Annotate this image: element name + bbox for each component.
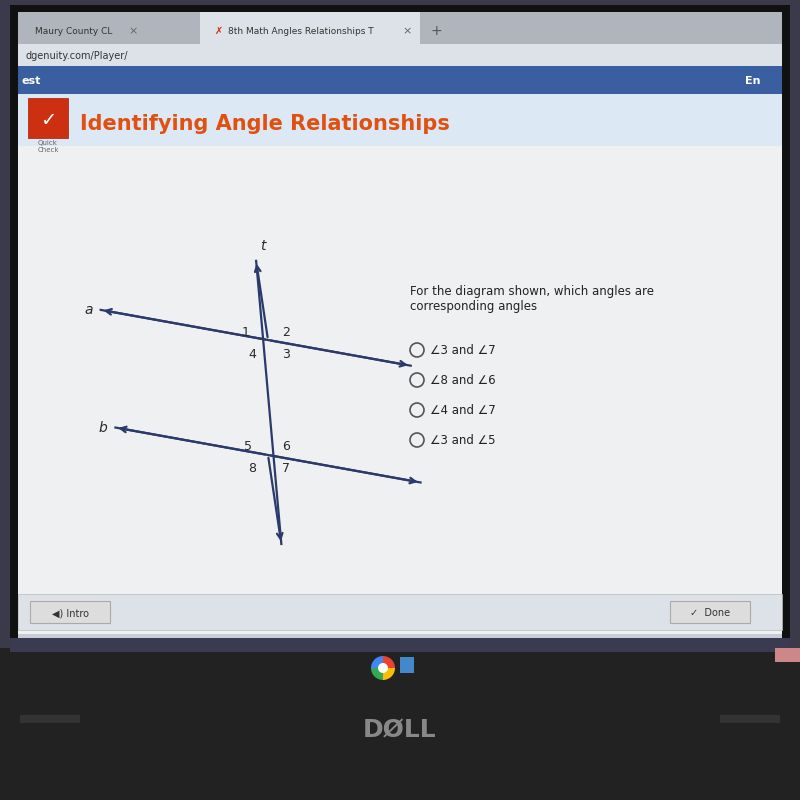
Bar	[18, 94, 782, 146]
Bar	[28, 98, 68, 138]
Bar	[30, 601, 110, 623]
Bar	[0, 648, 800, 800]
Text: 4: 4	[248, 347, 256, 361]
Text: DØLL: DØLL	[363, 718, 437, 742]
Bar	[670, 601, 750, 623]
Text: ∠8 and ∠6: ∠8 and ∠6	[430, 374, 496, 386]
Text: +: +	[430, 24, 442, 38]
Text: ◀) Intro: ◀) Intro	[51, 608, 89, 618]
Bar	[18, 594, 782, 630]
Bar	[18, 18, 188, 44]
Text: 5: 5	[244, 441, 252, 454]
Text: 8: 8	[248, 462, 256, 475]
Text: En: En	[745, 76, 760, 86]
Bar	[20, 715, 80, 723]
Text: Identifying Angle Relationships: Identifying Angle Relationships	[80, 114, 450, 134]
Bar	[200, 12, 420, 44]
Bar	[18, 44, 782, 66]
Wedge shape	[371, 668, 383, 680]
Text: For the diagram shown, which angles are
corresponding angles: For the diagram shown, which angles are …	[410, 285, 654, 313]
Bar	[18, 12, 782, 44]
Text: 6: 6	[282, 441, 290, 454]
Text: a: a	[84, 303, 93, 317]
Bar	[720, 715, 780, 723]
Text: ∠3 and ∠7: ∠3 and ∠7	[430, 343, 496, 357]
Text: Maury County CL: Maury County CL	[35, 26, 112, 35]
Text: ✓: ✓	[40, 110, 56, 130]
Text: ∠3 and ∠5: ∠3 and ∠5	[430, 434, 495, 446]
Text: ∠4 and ∠7: ∠4 and ∠7	[430, 403, 496, 417]
Text: b: b	[98, 421, 107, 434]
Bar	[18, 66, 782, 94]
Text: Check: Check	[38, 147, 58, 153]
Wedge shape	[383, 656, 395, 668]
Text: ×: ×	[402, 26, 411, 36]
Wedge shape	[371, 656, 383, 668]
Text: 2: 2	[282, 326, 290, 338]
Text: 1: 1	[242, 326, 250, 338]
Text: 7: 7	[282, 462, 290, 475]
Bar	[18, 94, 782, 634]
Text: 3: 3	[282, 347, 290, 361]
Bar	[10, 638, 790, 652]
Text: ✓  Done: ✓ Done	[690, 608, 730, 618]
Text: ×: ×	[128, 26, 138, 36]
Circle shape	[378, 663, 388, 673]
Text: t: t	[260, 239, 266, 253]
Bar	[775, 648, 800, 662]
Text: Quick: Quick	[38, 140, 58, 146]
Text: 8th Math Angles Relationships T: 8th Math Angles Relationships T	[228, 26, 374, 35]
Bar	[18, 12, 782, 648]
Text: est: est	[22, 76, 42, 86]
Bar	[10, 5, 790, 655]
Wedge shape	[383, 668, 395, 680]
Text: dgenuity.com/Player/: dgenuity.com/Player/	[25, 51, 127, 61]
Bar	[400, 657, 414, 673]
Text: ✗: ✗	[215, 26, 223, 36]
